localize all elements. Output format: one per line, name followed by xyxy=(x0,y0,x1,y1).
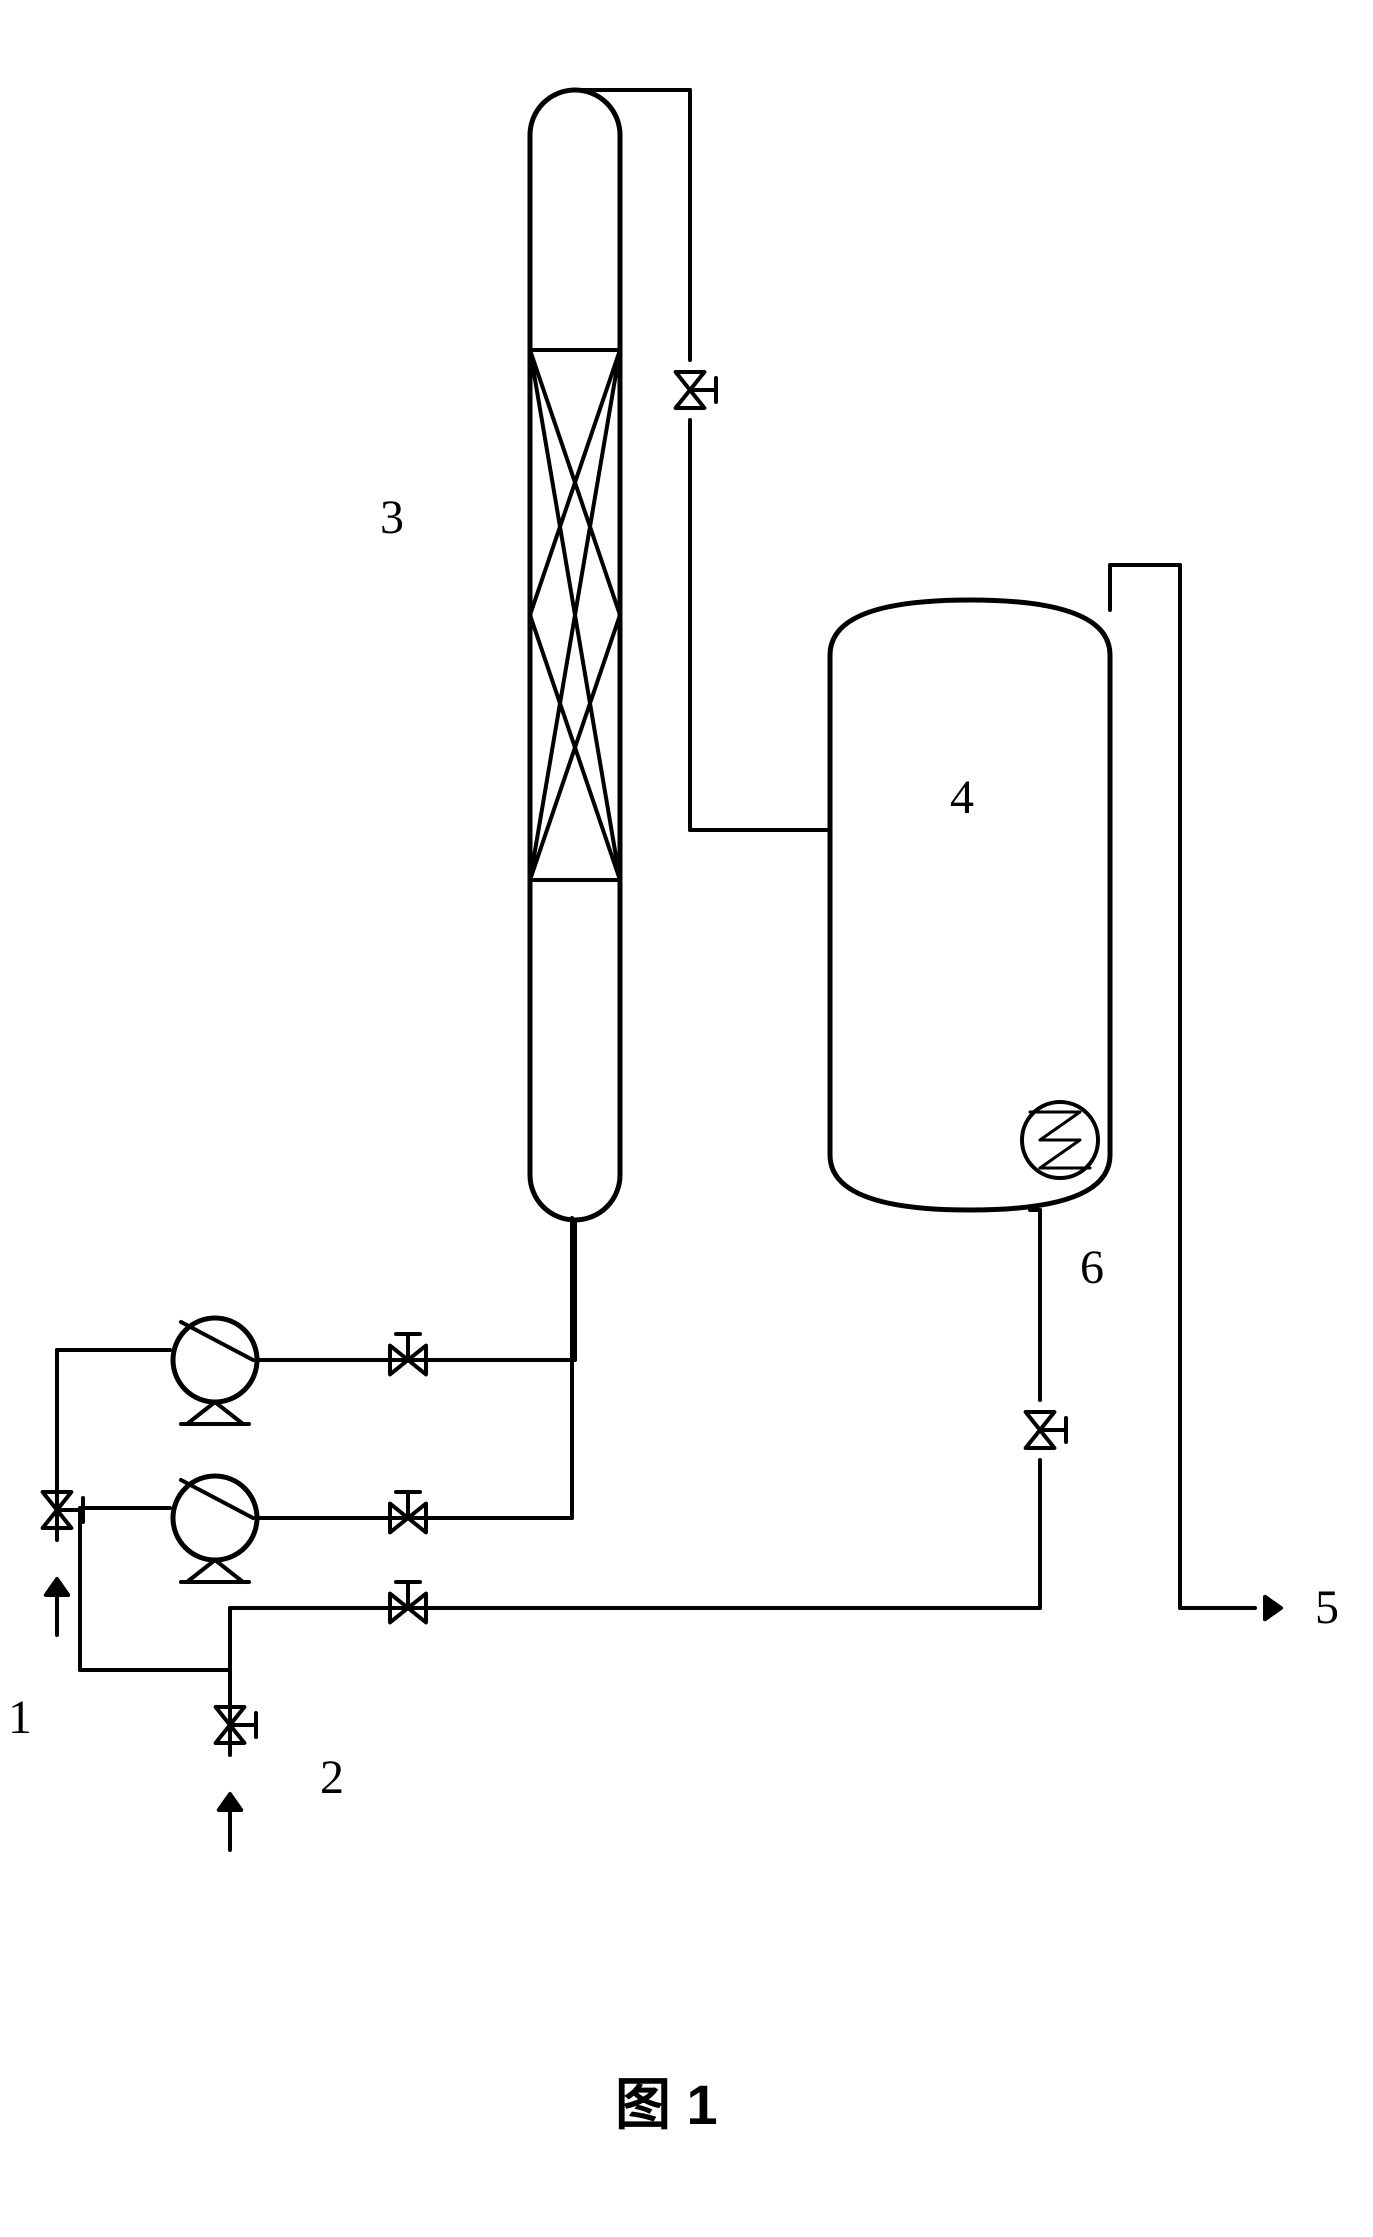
label-2: 2 xyxy=(320,1750,344,1805)
label-6: 6 xyxy=(1080,1240,1104,1295)
label-5: 5 xyxy=(1315,1580,1339,1635)
label-3: 3 xyxy=(380,490,404,545)
diagram-canvas xyxy=(0,0,1373,2237)
label-1: 1 xyxy=(8,1690,32,1745)
label-4: 4 xyxy=(950,770,974,825)
figure-caption: 图 1 xyxy=(615,2060,718,2141)
